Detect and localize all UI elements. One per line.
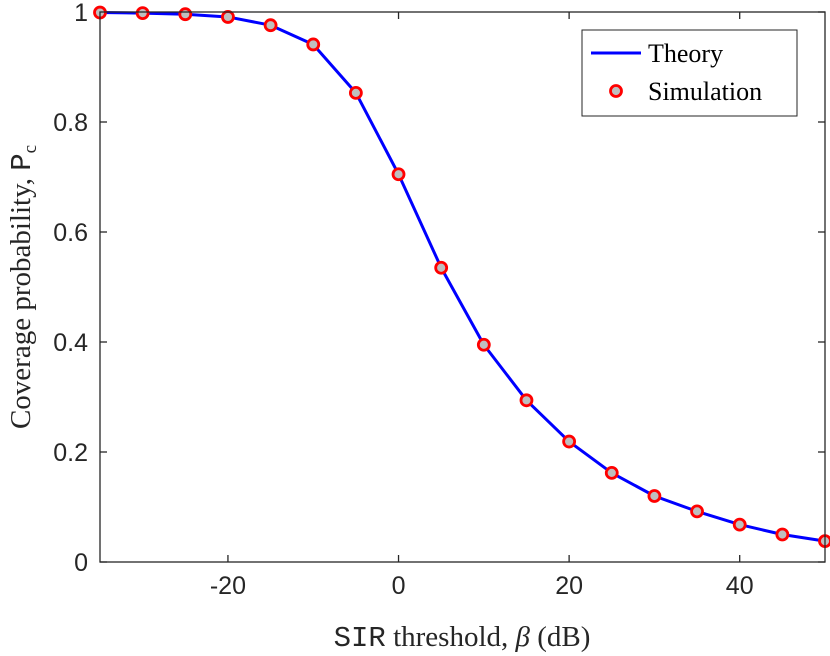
x-axis-label-sir: SIR <box>334 622 386 655</box>
simulation-point <box>434 260 449 275</box>
simulation-point <box>647 489 662 503</box>
y-axis-label-symbol: P <box>6 153 39 170</box>
y-tick-label: 1 <box>74 0 88 27</box>
x-tick-label: 20 <box>555 572 583 600</box>
simulation-point <box>135 6 150 21</box>
x-axis-label-unit: (dB) <box>530 621 590 653</box>
y-tick-label: 0.4 <box>53 329 88 357</box>
simulation-point <box>263 18 278 33</box>
x-axis-label-text: threshold, <box>386 621 516 653</box>
simulation-point <box>306 37 321 52</box>
y-axis-label: Coverage probability, Pc <box>5 145 41 429</box>
y-tick-label: 0.2 <box>53 439 88 467</box>
y-axis-label-subscript: c <box>20 145 41 153</box>
simulation-point <box>476 337 491 352</box>
y-axis-label-text: Coverage probability, <box>5 171 37 429</box>
x-axis-label: SIR threshold, β (dB) <box>334 621 591 655</box>
legend-theory-label: Theory <box>648 39 723 68</box>
legend: Theory Simulation <box>581 29 798 117</box>
legend-simulation-marker-sample <box>609 84 623 98</box>
simulation-point <box>178 7 193 22</box>
simulation-point <box>690 504 704 519</box>
simulation-point <box>348 85 363 100</box>
axes-box <box>99 11 826 563</box>
x-tick-label: -20 <box>210 572 246 600</box>
legend-simulation-label: Simulation <box>648 77 762 106</box>
simulation-point <box>562 434 577 449</box>
simulation-point <box>775 527 790 542</box>
x-axis-label-beta: β <box>515 621 531 653</box>
y-tick-label: 0 <box>74 549 88 577</box>
simulation-point <box>732 517 747 532</box>
axis-tick-labels: -20 0 20 40 0 0.2 0.4 0.6 0.8 1 <box>53 0 753 600</box>
simulation-point <box>604 465 619 480</box>
y-tick-label: 0.8 <box>53 109 88 137</box>
x-tick-label: 0 <box>392 572 406 600</box>
x-tick-label: 40 <box>726 572 754 600</box>
legend-box <box>581 29 798 117</box>
simulation-point <box>221 10 235 24</box>
y-tick-label: 0.6 <box>53 219 88 247</box>
simulation-point <box>391 167 406 182</box>
simulation-point <box>519 393 534 408</box>
theory-series-line <box>99 11 826 543</box>
